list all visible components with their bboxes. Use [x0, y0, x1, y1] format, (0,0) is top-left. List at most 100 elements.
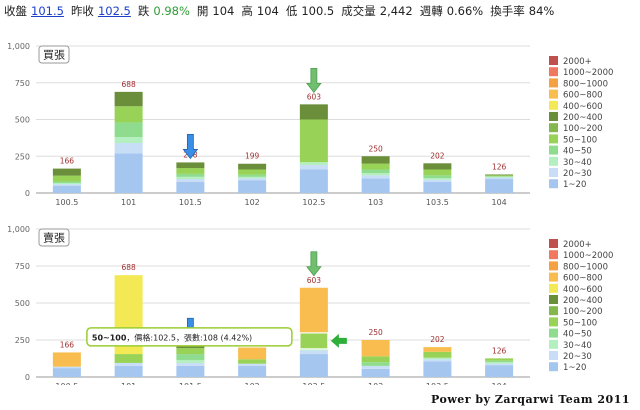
bar-segment[interactable] — [361, 340, 390, 357]
bar-segment[interactable] — [423, 347, 452, 352]
legend-label[interactable]: 600~800 — [563, 91, 603, 101]
bar-segment[interactable] — [238, 363, 267, 366]
bar-segment[interactable] — [238, 163, 267, 170]
bar-segment[interactable] — [114, 143, 143, 154]
bar-segment[interactable] — [361, 163, 390, 170]
bar-segment[interactable] — [299, 169, 328, 193]
legend-label[interactable]: 1000~2000 — [563, 251, 613, 261]
bar-segment[interactable] — [176, 179, 205, 182]
legend-label[interactable]: 100~200 — [563, 307, 603, 317]
legend-label[interactable]: 1~20 — [563, 363, 586, 373]
legend-label[interactable]: 800~1000 — [563, 262, 608, 272]
bar-segment[interactable] — [299, 104, 328, 120]
bar-segment[interactable] — [52, 183, 81, 185]
bar-segment[interactable] — [299, 354, 328, 377]
bar-segment[interactable] — [423, 361, 452, 377]
bar-segment[interactable] — [485, 362, 514, 364]
bar-segment[interactable] — [485, 360, 514, 363]
bar-segment[interactable] — [423, 169, 452, 176]
bar-segment[interactable] — [114, 354, 143, 363]
bar-segment[interactable] — [361, 356, 390, 363]
bar-segment[interactable] — [361, 362, 390, 366]
legend-label[interactable]: 800~1000 — [563, 79, 608, 89]
legend-label[interactable]: 20~30 — [563, 352, 592, 362]
bar-segment[interactable] — [485, 175, 514, 177]
bar-segment[interactable] — [485, 176, 514, 177]
bar-segment[interactable] — [238, 178, 267, 181]
bar-segment[interactable] — [176, 173, 205, 177]
bar-segment[interactable] — [423, 178, 452, 180]
bar-segment[interactable] — [423, 181, 452, 193]
bar-segment[interactable] — [238, 174, 267, 177]
legend-label[interactable]: 400~600 — [563, 285, 603, 295]
bar-segment[interactable] — [114, 365, 143, 377]
bar-segment[interactable] — [52, 368, 81, 377]
bar-segment[interactable] — [423, 359, 452, 362]
bar-segment[interactable] — [238, 169, 267, 175]
legend-label[interactable]: 20~30 — [563, 169, 592, 179]
bar-segment[interactable] — [361, 175, 390, 179]
bar-segment[interactable] — [238, 180, 267, 193]
bar-segment[interactable] — [423, 357, 452, 360]
bar-segment[interactable] — [114, 153, 143, 193]
legend-label[interactable]: 30~40 — [563, 341, 592, 351]
bar-segment[interactable] — [485, 363, 514, 366]
bar-segment[interactable] — [299, 350, 328, 355]
legend-label[interactable]: 600~800 — [563, 274, 603, 284]
bar-segment[interactable] — [361, 156, 390, 164]
bar-segment[interactable] — [52, 168, 81, 176]
bar-segment[interactable] — [114, 106, 143, 123]
bar-segment[interactable] — [299, 287, 328, 333]
bar-segment[interactable] — [176, 346, 205, 349]
legend-label[interactable]: 1~20 — [563, 180, 586, 190]
legend-label[interactable]: 40~50 — [563, 330, 592, 340]
bar-segment[interactable] — [423, 175, 452, 179]
legend-label[interactable]: 200~400 — [563, 296, 603, 306]
bar-segment[interactable] — [176, 359, 205, 363]
bar-segment[interactable] — [52, 184, 81, 186]
bar-segment[interactable] — [176, 162, 205, 169]
bar-segment[interactable] — [176, 348, 205, 355]
bar-segment[interactable] — [485, 179, 514, 193]
bar-segment[interactable] — [176, 365, 205, 377]
bar-segment[interactable] — [114, 137, 143, 144]
bar-segment[interactable] — [238, 176, 267, 179]
bar-segment[interactable] — [485, 365, 514, 377]
bar-segment[interactable] — [361, 169, 390, 174]
bar-segment[interactable] — [52, 185, 81, 193]
bar-segment[interactable] — [238, 365, 267, 377]
bar-segment[interactable] — [238, 359, 267, 364]
legend-label[interactable]: 50~100 — [563, 135, 597, 145]
bar-segment[interactable] — [361, 365, 390, 369]
bar-segment[interactable] — [485, 174, 514, 176]
bar-segment[interactable] — [52, 181, 81, 184]
bar-segment[interactable] — [299, 119, 328, 163]
bar-segment[interactable] — [114, 362, 143, 366]
bar-segment[interactable] — [176, 168, 205, 174]
bar-segment[interactable] — [114, 91, 143, 107]
legend-label[interactable]: 2000+ — [563, 57, 592, 67]
bar-segment[interactable] — [485, 358, 514, 361]
bar-segment[interactable] — [52, 352, 81, 367]
legend-label[interactable]: 30~40 — [563, 158, 592, 168]
bar-segment[interactable] — [485, 177, 514, 180]
bar-segment[interactable] — [299, 165, 328, 170]
bar-segment[interactable] — [361, 173, 390, 176]
bar-segment[interactable] — [299, 332, 328, 349]
bar-segment[interactable] — [361, 368, 390, 377]
bar-segment[interactable] — [423, 163, 452, 170]
legend-label[interactable]: 2000+ — [563, 240, 592, 250]
bar-segment[interactable] — [176, 362, 205, 366]
legend-label[interactable]: 50~100 — [563, 318, 597, 328]
legend-label[interactable]: 40~50 — [563, 147, 592, 157]
bar-segment[interactable] — [176, 176, 205, 180]
legend-label[interactable]: 400~600 — [563, 102, 603, 112]
bar-segment[interactable] — [52, 366, 81, 369]
bar-segment[interactable] — [114, 122, 143, 138]
legend-label[interactable]: 200~400 — [563, 113, 603, 123]
bar-segment[interactable] — [52, 175, 81, 182]
bar-segment[interactable] — [238, 347, 267, 360]
bar-segment[interactable] — [423, 179, 452, 182]
bar-segment[interactable] — [485, 176, 514, 178]
bar-segment[interactable] — [299, 348, 328, 351]
